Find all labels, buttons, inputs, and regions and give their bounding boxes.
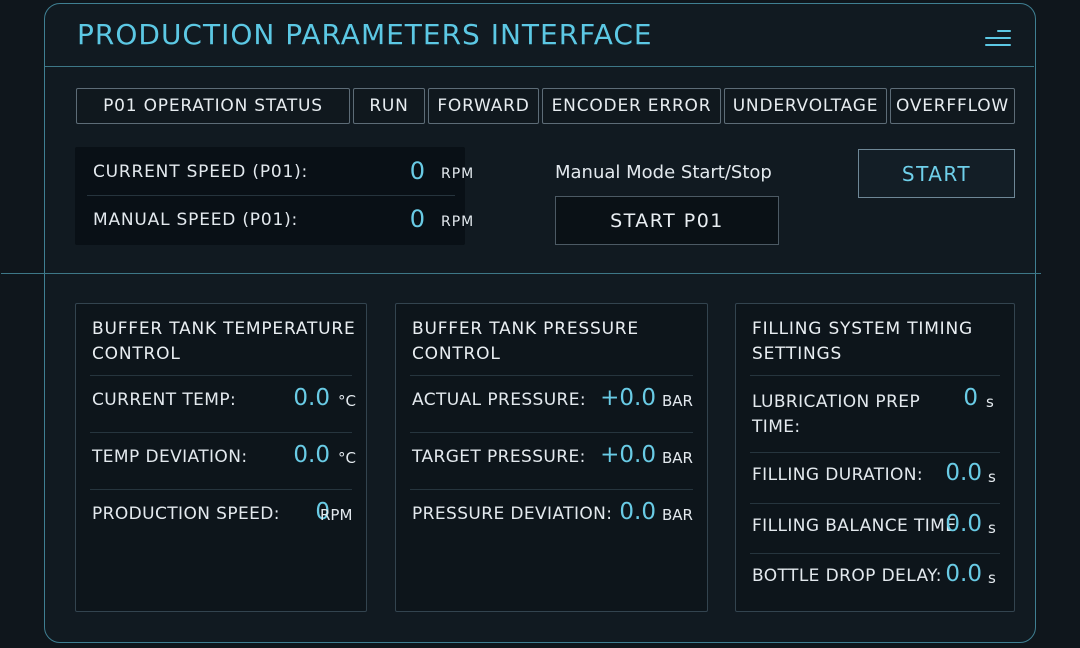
hamburger-menu-icon[interactable] bbox=[985, 28, 1011, 48]
page-title: PRODUCTION PARAMETERS INTERFACE bbox=[77, 18, 653, 51]
pressure-deviation-value: 0.0 bbox=[619, 499, 656, 525]
current-speed-value: 0 bbox=[409, 157, 425, 185]
panel-divider bbox=[750, 452, 1000, 453]
temperature-control-panel: BUFFER TANK TEMPERATURE CONTROL CURRENT … bbox=[75, 303, 367, 612]
temperature-panel-title: BUFFER TANK TEMPERATURE CONTROL bbox=[92, 319, 356, 364]
temp-deviation-label: TEMP DEVIATION: bbox=[92, 447, 248, 467]
bottle-drop-label: BOTTLE DROP DELAY: bbox=[752, 566, 942, 586]
manual-speed-value[interactable]: 0 bbox=[409, 205, 425, 233]
pressure-deviation-unit: BAR bbox=[662, 506, 693, 524]
lubrication-prep-unit: s bbox=[986, 393, 994, 411]
current-speed-unit: RPM bbox=[441, 166, 475, 182]
manual-mode-label: Manual Mode Start/Stop bbox=[555, 162, 772, 183]
actual-pressure-label: ACTUAL PRESSURE: bbox=[412, 390, 587, 410]
temp-deviation-unit: °C bbox=[338, 449, 356, 467]
bottle-drop-value[interactable]: 0.0 bbox=[945, 561, 982, 587]
panel-divider bbox=[750, 375, 1000, 376]
current-temp-value: 0.0 bbox=[293, 385, 330, 411]
main-frame: PRODUCTION PARAMETERS INTERFACE P01 OPER… bbox=[1, 3, 1041, 643]
pressure-deviation-label: PRESSURE DEVIATION: bbox=[412, 504, 613, 524]
status-undervoltage: UNDERVOLTAGE bbox=[724, 88, 887, 124]
production-speed-unit: RPM bbox=[320, 506, 353, 524]
lubrication-prep-value[interactable]: 0 bbox=[963, 385, 978, 411]
pressure-panel-title: BUFFER TANK PRESSURE CONTROL bbox=[412, 319, 639, 364]
panel-divider bbox=[750, 553, 1000, 554]
filling-balance-label: FILLING BALANCE TIME bbox=[752, 516, 957, 536]
actual-pressure-value: +0.0 bbox=[600, 385, 656, 411]
start-p01-button[interactable]: START P01 bbox=[555, 196, 779, 245]
timing-settings-panel: FILLING SYSTEM TIMING SETTINGS LUBRICATI… bbox=[735, 303, 1015, 612]
section-divider bbox=[1, 273, 1041, 274]
status-encoder-error: ENCODER ERROR bbox=[542, 88, 721, 124]
operation-status-label: P01 OPERATION STATUS bbox=[76, 88, 350, 124]
current-speed-row: CURRENT SPEED (P01): 0 RPM bbox=[75, 149, 473, 195]
temp-deviation-value: 0.0 bbox=[293, 442, 330, 468]
status-run: RUN bbox=[353, 88, 425, 124]
filling-duration-label: FILLING DURATION: bbox=[752, 465, 924, 485]
current-temp-label: CURRENT TEMP: bbox=[92, 390, 237, 410]
panel-divider bbox=[90, 489, 352, 490]
panel-divider bbox=[410, 375, 693, 376]
production-speed-value: 0 bbox=[315, 499, 330, 525]
filling-balance-value[interactable]: 0.0 bbox=[945, 511, 982, 537]
header-divider bbox=[45, 66, 1034, 67]
actual-pressure-unit: BAR bbox=[662, 392, 693, 410]
panel-divider bbox=[410, 489, 693, 490]
speed-readout-box: CURRENT SPEED (P01): 0 RPM MANUAL SPEED … bbox=[75, 147, 473, 245]
current-speed-label: CURRENT SPEED (P01): bbox=[93, 162, 309, 182]
filling-balance-unit: s bbox=[988, 519, 996, 537]
status-forward: FORWARD bbox=[428, 88, 539, 124]
speed-divider bbox=[87, 195, 455, 196]
panel-divider bbox=[750, 503, 1000, 504]
filling-duration-unit: s bbox=[988, 468, 996, 486]
current-temp-unit: °C bbox=[338, 392, 356, 410]
target-pressure-value: +0.0 bbox=[600, 442, 656, 468]
status-overflow: OVERFFLOW bbox=[890, 88, 1015, 124]
production-speed-label: PRODUCTION SPEED: bbox=[92, 504, 280, 524]
bottle-drop-unit: s bbox=[988, 569, 996, 587]
manual-speed-row: MANUAL SPEED (P01): 0 RPM bbox=[75, 197, 473, 243]
timing-panel-title: FILLING SYSTEM TIMING SETTINGS bbox=[752, 319, 973, 364]
manual-speed-label: MANUAL SPEED (P01): bbox=[93, 210, 299, 230]
lubrication-prep-label: LUBRICATION PREP TIME: bbox=[752, 392, 921, 437]
filling-duration-value[interactable]: 0.0 bbox=[945, 460, 982, 486]
target-pressure-label: TARGET PRESSURE: bbox=[412, 447, 586, 467]
target-pressure-unit: BAR bbox=[662, 449, 693, 467]
pressure-control-panel: BUFFER TANK PRESSURE CONTROL ACTUAL PRES… bbox=[395, 303, 708, 612]
panel-divider bbox=[90, 432, 352, 433]
panel-divider bbox=[410, 432, 693, 433]
panel-divider bbox=[90, 375, 352, 376]
start-button[interactable]: START bbox=[858, 149, 1015, 198]
manual-speed-unit: RPM bbox=[441, 214, 475, 230]
